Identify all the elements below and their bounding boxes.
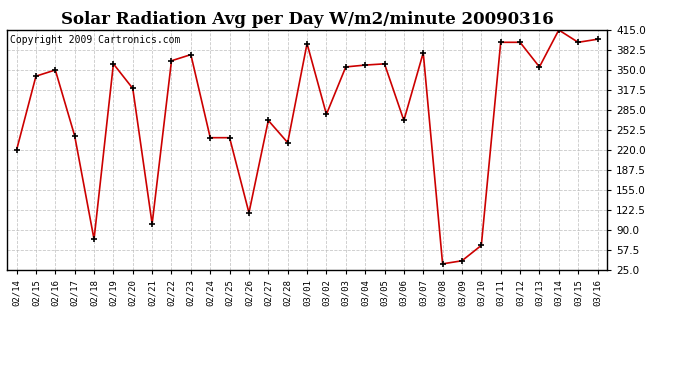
Text: Copyright 2009 Cartronics.com: Copyright 2009 Cartronics.com xyxy=(10,35,180,45)
Title: Solar Radiation Avg per Day W/m2/minute 20090316: Solar Radiation Avg per Day W/m2/minute … xyxy=(61,12,553,28)
